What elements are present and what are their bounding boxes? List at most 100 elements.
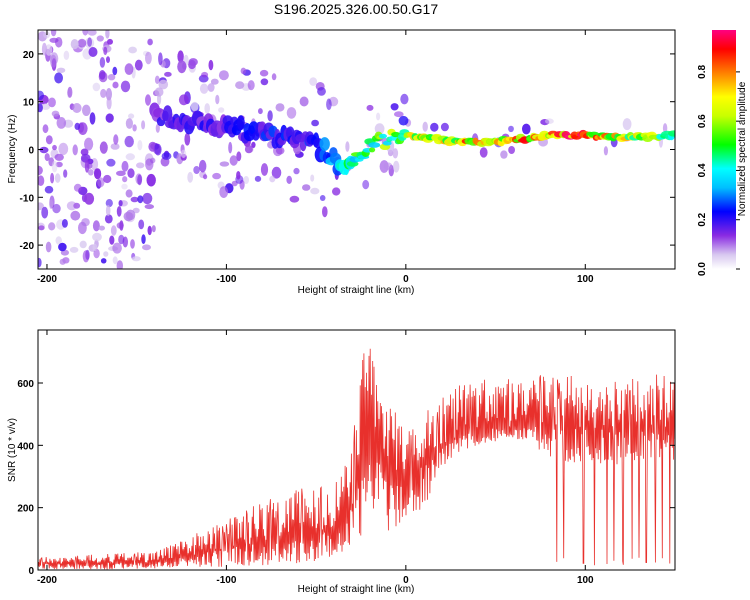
- spectrogram-noise-blob: [54, 153, 64, 161]
- colorbar: 0.0 0.2 0.4 0.6 0.8 Normalized spectral ampl…: [697, 30, 748, 276]
- spectrogram-y-label: Frequency (Hz): [7, 115, 18, 184]
- spectrogram-noise-blob: [137, 174, 143, 186]
- spectrogram-noise-blob: [184, 132, 191, 146]
- spectrogram-noise-blob: [105, 199, 113, 208]
- spectrogram-y-tick-label: -20: [20, 241, 35, 252]
- spectrogram-noise-blob: [69, 246, 79, 253]
- spectrogram-noise-blob: [400, 93, 409, 105]
- spectrogram-noise-blob: [322, 206, 328, 218]
- spectrogram-y-tick-label: -10: [20, 193, 35, 204]
- spectrogram-noise-blob: [38, 90, 44, 101]
- spectrogram-noise-blob: [210, 78, 219, 85]
- spectrogram-noise-blob: [49, 199, 54, 209]
- spectrogram-noise-blob: [145, 158, 154, 171]
- spectrogram-noise-blob: [188, 59, 196, 70]
- spectrogram-noise-blob: [88, 47, 98, 57]
- spectrogram-noise-blob: [92, 82, 101, 92]
- spectrogram-noise-blob: [120, 80, 131, 93]
- spectrogram-noise-blob: [145, 94, 151, 106]
- snr-x-tick-label: 100: [577, 575, 594, 586]
- spectrogram-noise-blob: [55, 236, 62, 245]
- snr-y-tick-label: 400: [17, 441, 34, 452]
- spectrogram-noise-blob: [247, 80, 255, 91]
- spectrogram-noise-blob: [116, 206, 122, 217]
- spectrogram-noise-blob: [376, 112, 381, 121]
- snr-x-label: Height of straight line (km): [298, 584, 415, 595]
- spectrogram-noise-blob: [236, 151, 242, 162]
- spectrogram-noise-blob: [125, 189, 133, 198]
- spectrogram-noise-blob: [92, 220, 100, 232]
- spectrogram-noise-blob: [136, 162, 145, 169]
- spectrogram-noise-blob: [105, 30, 110, 39]
- spectrogram-noise-blob: [161, 152, 172, 160]
- spectrogram-noise-blob: [99, 70, 106, 80]
- spectrogram-noise-blob: [128, 113, 135, 119]
- spectrogram-x-label: Height of straight line (km): [298, 285, 415, 296]
- spectrogram-noise-blob: [78, 122, 88, 135]
- spectrogram-noise-blob: [87, 30, 97, 36]
- spectrogram-ridge-blob: [378, 133, 387, 139]
- spectrogram-noise-blob: [54, 72, 63, 84]
- spectrogram-noise-blob: [58, 142, 69, 156]
- spectrogram-noise-blob: [393, 160, 400, 173]
- spectrogram-noise-blob: [112, 242, 122, 254]
- spectrogram-noise-blob: [219, 161, 230, 167]
- spectrogram-x-tick-label: 0: [403, 274, 409, 285]
- spectrogram-noise-blob: [107, 74, 116, 81]
- spectrogram-noise-blob: [131, 256, 141, 262]
- spectrogram-noise-blob: [138, 219, 145, 230]
- spectrogram-noise-blob: [137, 195, 144, 204]
- snr-frame: [37, 329, 676, 571]
- spectrogram-noise-blob: [41, 103, 51, 110]
- spectrogram-noise-blob: [66, 201, 77, 211]
- spectrogram-noise-blob: [134, 59, 143, 71]
- spectrogram-noise-blob: [151, 225, 156, 233]
- spectrogram-noise-blob: [84, 192, 95, 205]
- spectrogram-noise-blob: [207, 83, 215, 92]
- spectrogram-noise-blob: [392, 148, 399, 159]
- spectrogram-noise-blob: [97, 177, 105, 188]
- spectrogram-noise-blob: [326, 98, 332, 111]
- spectrogram-noise-blob: [208, 59, 214, 71]
- snr-y-tick-label: 0: [28, 566, 34, 577]
- spectrogram-noise-blob: [147, 225, 152, 236]
- spectrogram-noise-blob: [116, 260, 123, 269]
- spectrogram-noise-blob: [155, 123, 160, 133]
- spectrogram-noise-blob: [44, 153, 50, 162]
- spectrogram-noise-blob: [137, 140, 143, 151]
- spectrogram-x-ticks: -200 -100 0 100: [37, 30, 594, 285]
- spectrogram-noise-blob: [119, 220, 124, 231]
- spectrogram-noise-blob: [124, 135, 134, 148]
- spectrogram-noise-blob: [479, 147, 488, 158]
- spectrogram-noise-blob: [52, 203, 61, 214]
- spectrogram-noise-blob: [508, 146, 515, 154]
- spectrogram-x-tick-label: -200: [37, 274, 57, 285]
- spectrogram-x-tick-label: -100: [216, 274, 236, 285]
- spectrogram-noise-blob: [125, 209, 136, 221]
- spectrogram-noise-blob: [52, 144, 57, 151]
- spectrogram-noise-blob: [41, 206, 49, 219]
- spectrogram-noise-blob: [121, 160, 129, 172]
- spectrogram-noise-blob: [74, 122, 81, 130]
- spectrogram-noise-blob: [144, 204, 154, 210]
- spectrogram-noise-blob: [286, 107, 297, 119]
- spectrogram-noise-blob: [244, 145, 253, 154]
- snr-x-tick-label: 0: [403, 575, 409, 586]
- spectrogram-noise-blob: [79, 240, 87, 249]
- spectrogram-noise-blob: [293, 167, 300, 175]
- spectrogram-noise-blob: [104, 214, 113, 224]
- spectrogram-noise-blob: [142, 192, 153, 205]
- spectrogram-noise-blob: [158, 52, 163, 66]
- spectrogram-noise-blob: [398, 115, 409, 126]
- spectrogram-noise-blob: [254, 175, 262, 182]
- spectrogram-noise-blob: [147, 38, 153, 46]
- spectrogram-noise-blob: [128, 46, 138, 54]
- spectrogram-noise-blob: [92, 232, 102, 242]
- spectrogram-noise-blob: [50, 172, 55, 184]
- spectrogram-noise-blob: [130, 239, 135, 249]
- spectrogram-noise-blob: [51, 110, 60, 117]
- spectrogram-noise-blob: [259, 69, 269, 77]
- spectrogram-noise-blob: [41, 42, 47, 56]
- spectrogram-noise-blob: [81, 218, 90, 227]
- spectrogram-noise-blob: [390, 103, 399, 111]
